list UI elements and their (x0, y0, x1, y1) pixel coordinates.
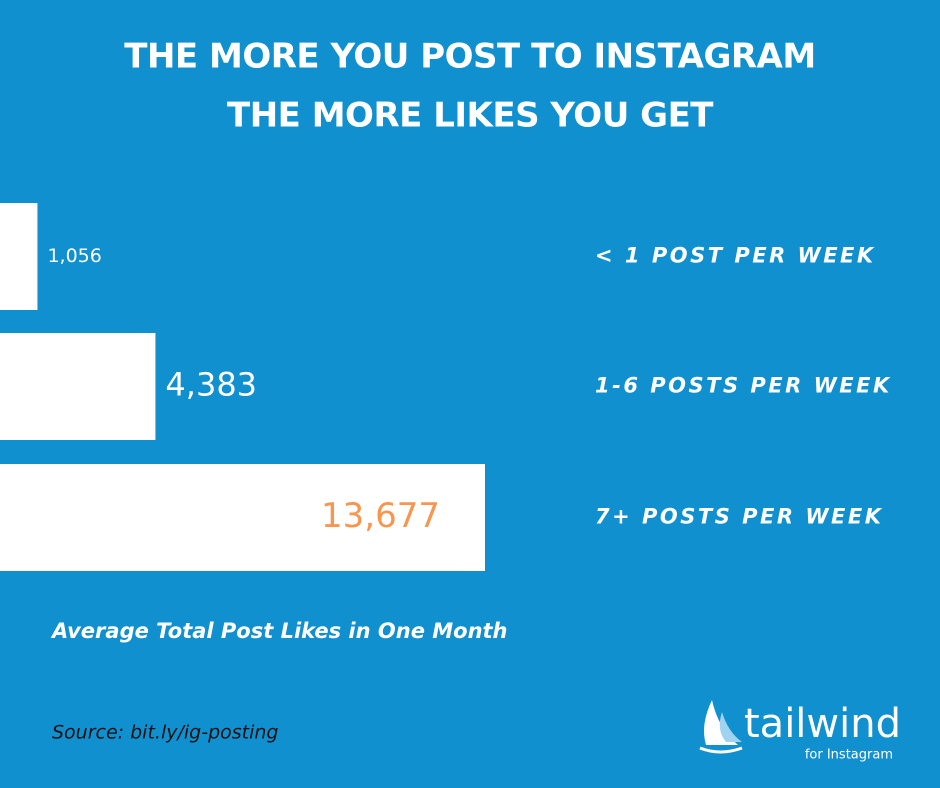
bar (0, 203, 38, 310)
logo-text: tailwind (744, 701, 901, 747)
chart-title: THE MORE LIKES YOU GET (227, 96, 714, 136)
bar (0, 333, 156, 440)
value-label: 1,056 (47, 245, 101, 267)
value-label: 13,677 (321, 496, 440, 536)
x-axis-label: Average Total Post Likes in One Month (50, 619, 508, 643)
logo-sail (719, 712, 742, 742)
category-label: 7+ POSTS PER WEEK (595, 505, 884, 529)
source: Source: bit.ly/ig-posting (52, 722, 278, 744)
chart-title: THE MORE YOU POST TO INSTAGRAM (124, 37, 815, 77)
value-label: 4,383 (165, 366, 257, 404)
category-label: < 1 POST PER WEEK (595, 244, 876, 268)
logo: tailwind for Instagram (699, 700, 901, 763)
category-label: 1-6 POSTS PER WEEK (595, 374, 892, 398)
logo-sail (704, 700, 738, 745)
bar (0, 464, 485, 571)
logo-subtext: for Instagram (805, 748, 893, 763)
logo-wave (699, 746, 743, 754)
